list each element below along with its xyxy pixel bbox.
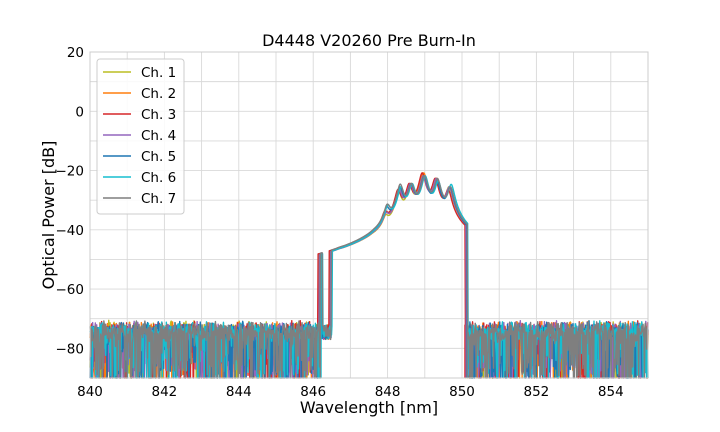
chart-title: D4448 V20260 Pre Burn-In xyxy=(262,31,476,50)
legend-label: Ch. 7 xyxy=(141,191,176,207)
x-tick-label: 840 xyxy=(77,384,103,400)
legend-box xyxy=(96,58,185,215)
legend-label: Ch. 6 xyxy=(141,170,176,186)
y-tick-label: −60 xyxy=(56,282,85,298)
series-layer xyxy=(89,172,649,379)
x-tick-label: 848 xyxy=(375,384,401,400)
y-tick-label: −80 xyxy=(56,341,85,357)
x-axis-label: Wavelength [nm] xyxy=(300,398,438,417)
plot-frame xyxy=(89,51,649,379)
legend: Ch. 1 Ch. 2 Ch. 3 Ch. 4 Ch. 5 Ch. 6 Ch. 7 xyxy=(96,58,185,215)
x-tick-label: 844 xyxy=(226,384,252,400)
x-tick-label: 850 xyxy=(449,384,475,400)
series-line-7 xyxy=(89,174,649,379)
legend-label: Ch. 3 xyxy=(141,107,176,123)
x-tick-label: 852 xyxy=(524,384,550,400)
y-tick-label: 0 xyxy=(75,104,84,120)
legend-label: Ch. 5 xyxy=(141,149,176,165)
y-tick-label: −20 xyxy=(56,164,85,180)
x-tick-label: 842 xyxy=(152,384,178,400)
legend-label: Ch. 1 xyxy=(141,65,176,81)
x-tick-label: 846 xyxy=(300,384,326,400)
y-tick-label: −40 xyxy=(56,223,85,239)
y-axis-label: Optical Power [dB] xyxy=(39,141,58,290)
legend-label: Ch. 4 xyxy=(141,128,176,144)
x-tick-label: 854 xyxy=(598,384,624,400)
y-tick-label: 20 xyxy=(67,45,84,61)
tick-labels: 840 842 844 846 848 850 852 854 −80 −60 −40 −20 0 20 xyxy=(56,45,624,400)
legend-label: Ch. 2 xyxy=(141,86,176,102)
